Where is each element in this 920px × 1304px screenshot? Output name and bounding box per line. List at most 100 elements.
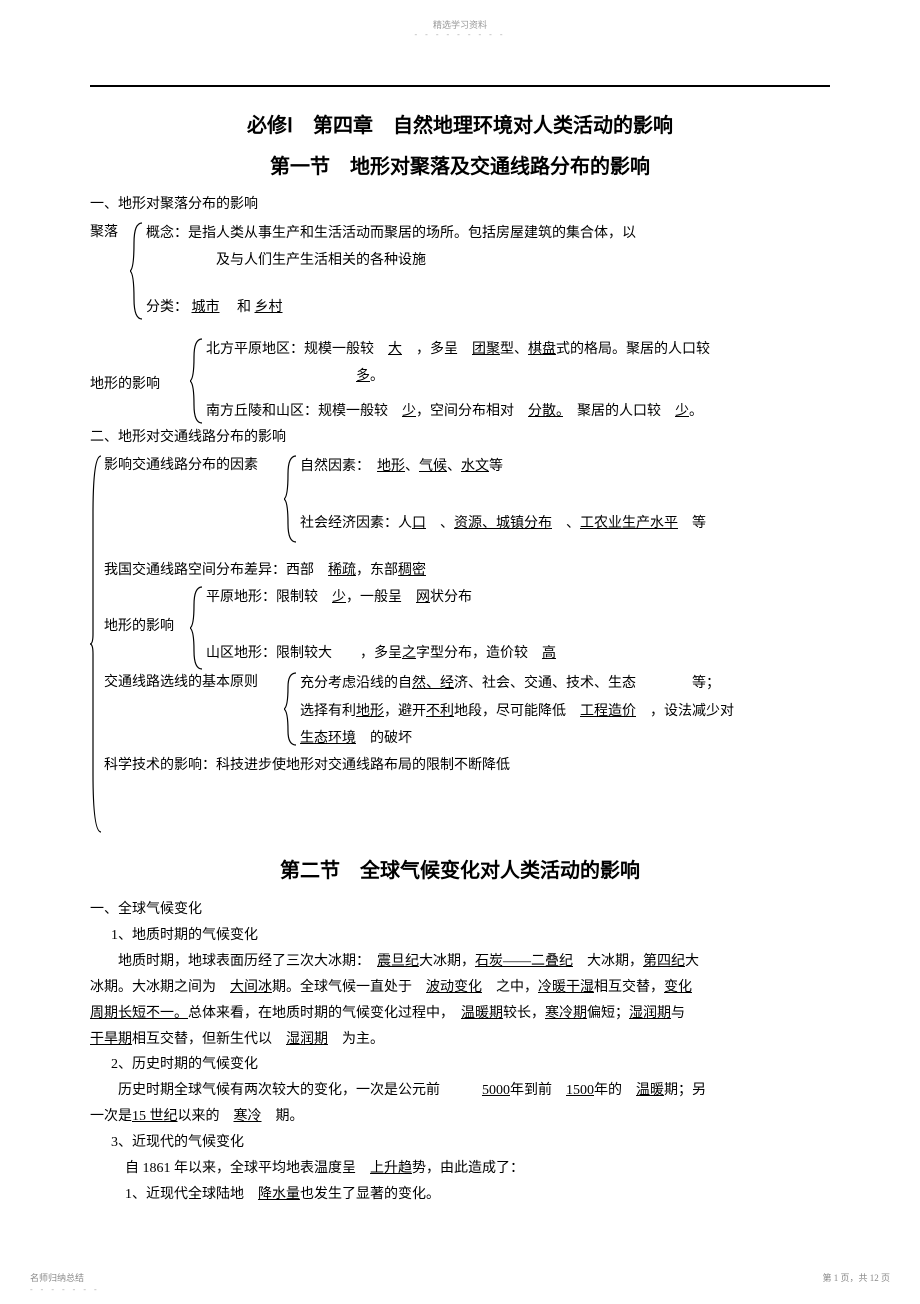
t: 、 — [447, 459, 461, 474]
heading-2: 二、地形对交通线路分布的影响 — [90, 426, 830, 446]
route-block: 交通线路选线的基本原则 充分考虑沿线的自然、经济、社会、交通、技术、生态 等； … — [104, 671, 830, 753]
section2-title: 第二节 全球气候变化对人类活动的影响 — [90, 854, 830, 883]
s2-p4: 干旱期相互交替，但新生代以 湿润期 为主。 — [90, 1027, 830, 1053]
t: 南方丘陵和山区：规模一般较 — [206, 404, 402, 419]
t: 总体来看，在地质时期的气候变化过程中， — [188, 1006, 461, 1021]
social-factors: 社会经济因素：人口 、资源、城镇分布 、工农业生产水平 等 — [300, 511, 830, 536]
u: 上升趋 — [370, 1161, 412, 1176]
dixing-label: 地形的影响 — [90, 373, 160, 393]
t: 年的 — [594, 1083, 636, 1098]
south-line: 南方丘陵和山区：规模一般较 少，空间分布相对 分散。 聚居的人口较 少。 — [206, 399, 830, 424]
s2-p7: 自 1861 年以来，全球平均地表温度呈 上升趋势，由此造成了： — [90, 1156, 830, 1182]
t: 、 — [552, 516, 580, 531]
u: 冷暖干湿 — [538, 980, 594, 995]
u: 1500 — [566, 1083, 594, 1098]
u: 网 — [416, 590, 430, 605]
u: 寒冷 — [234, 1109, 262, 1124]
u: 变化 — [664, 980, 692, 995]
brace-icon — [284, 671, 300, 747]
footer-right: 第 1 页，共 12 页 — [822, 1271, 890, 1284]
class-prefix: 分类： — [146, 300, 188, 315]
t: 相互交替，但新生代以 — [132, 1032, 286, 1047]
u: 湿润期 — [286, 1032, 328, 1047]
brace-icon — [190, 337, 206, 425]
t: 地质时期，地球表面历经了三次大冰期： — [118, 954, 377, 969]
s2-sub1: 1、地质时期的气候变化 — [90, 923, 830, 949]
mountain-line: 山区地形：限制较大 ，多呈之字型分布，造价较 高 — [206, 641, 830, 666]
t: 期。全球气候一直处于 — [272, 980, 426, 995]
t: ，多呈 — [402, 342, 472, 357]
juluo-label: 聚落 — [90, 221, 130, 241]
t: 与 — [671, 1006, 685, 1021]
t: ，空间分布相对 — [416, 404, 528, 419]
s2-p3: 周期长短不一。总体来看，在地质时期的气候变化过程中， 温暖期较长，寒冷期偏短；湿… — [90, 1001, 830, 1027]
u: 温暖 — [636, 1083, 664, 1098]
u: 少 — [402, 404, 416, 419]
t: 冰期。大冰期之间为 — [90, 980, 230, 995]
t: 充分考虑沿线的自 — [300, 676, 412, 691]
dixing2-label: 地形的影响 — [104, 615, 174, 635]
u: 地形 — [356, 704, 384, 719]
t: 自然因素： — [300, 459, 377, 474]
u: 大 — [388, 342, 402, 357]
u: 团聚 — [472, 342, 500, 357]
u: 工农业生产水平 — [580, 516, 678, 531]
u: 降水量 — [258, 1187, 300, 1202]
u: 周期长短不一。 — [90, 1006, 188, 1021]
t: 等 — [692, 516, 706, 531]
s2-h1: 一、全球气候变化 — [90, 897, 830, 923]
t: 偏短； — [587, 1006, 629, 1021]
t: 式的格局。聚居的人口较 — [556, 342, 710, 357]
s2-p6: 一次是15 世纪以来的 寒冷 期。 — [90, 1104, 830, 1130]
u: 寒冷期 — [545, 1006, 587, 1021]
brace-icon — [190, 585, 206, 671]
t: 等 — [489, 459, 503, 474]
t: 期；另 — [664, 1083, 706, 1098]
u: 干旱期 — [90, 1032, 132, 1047]
u: 高 — [542, 646, 556, 661]
traffic-master-block: 影响交通线路分布的因素 自然因素： 地形、气候、水文等 社会经济因素：人口 、资… — [90, 454, 830, 834]
u: 5000 — [482, 1083, 510, 1098]
t: 较长， — [503, 1006, 545, 1021]
u: 工程造价 — [580, 704, 636, 719]
u: 然、经 — [412, 676, 454, 691]
u: 大间冰 — [230, 980, 272, 995]
factors-block: 影响交通线路分布的因素 自然因素： 地形、气候、水文等 社会经济因素：人口 、资… — [104, 454, 830, 544]
s2-p8: 1、近现代全球陆地 降水量也发生了显著的变化。 — [90, 1182, 830, 1208]
u: 少 — [332, 590, 346, 605]
nature-factors: 自然因素： 地形、气候、水文等 — [300, 454, 830, 479]
s2-p2: 冰期。大冰期之间为 大间冰期。全球气候一直处于 波动变化 之中，冷暖干湿相互交替… — [90, 975, 830, 1001]
plain-line: 平原地形：限制较 少，一般呈 网状分布 — [206, 585, 830, 610]
s2-p5: 历史时期全球气候有两次较大的变化，一次是公元前 5000年到前 1500年的 温… — [90, 1078, 830, 1104]
t: 也发生了显著的变化。 — [300, 1187, 440, 1202]
u: 第四纪 — [643, 954, 685, 969]
u: 温暖期 — [461, 1006, 503, 1021]
t: 。 — [370, 369, 384, 384]
t: 地段，尽可能降低 — [454, 704, 580, 719]
china-line: 我国交通线路空间分布差异：西部 稀疏，东部稠密 — [104, 558, 830, 583]
section1-title: 第一节 地形对聚落及交通线路分布的影响 — [90, 150, 830, 179]
t: 。 — [689, 404, 703, 419]
t: 历史时期全球气候有两次较大的变化，一次是公元前 — [118, 1083, 482, 1098]
t: ，设法减少对 — [636, 704, 734, 719]
t: 大冰期， — [419, 954, 475, 969]
t: 期。 — [262, 1109, 304, 1124]
juluo-block: 聚落 概念：是指人类从事生产和生活活动而聚居的场所。包括房屋建筑的集合体，以 及… — [90, 221, 830, 323]
u: 棋盘 — [528, 342, 556, 357]
t: 、 — [426, 516, 454, 531]
route-l1: 充分考虑沿线的自然、经济、社会、交通、技术、生态 等； — [300, 671, 830, 696]
watermark-dots-top: - - - - - - - - - — [415, 30, 506, 39]
juluo-class: 分类： 城市 和 乡村 — [146, 295, 830, 320]
route-label: 交通线路选线的基本原则 — [104, 671, 284, 691]
s2-p1: 地质时期，地球表面历经了三次大冰期： 震旦纪大冰期，石炭——二叠纪 大冰期，第四… — [90, 949, 830, 975]
big-brace-icon — [90, 454, 104, 834]
u: 不利 — [426, 704, 454, 719]
u: 石炭——二叠纪 — [475, 954, 573, 969]
t: 以来的 — [178, 1109, 234, 1124]
t: 大 — [685, 954, 699, 969]
t: 聚居的人口较 — [563, 404, 675, 419]
juluo-concept-2: 及与人们生产生活相关的各种设施 — [146, 248, 830, 273]
u: 气候 — [419, 459, 447, 474]
t: 的破坏 — [356, 731, 412, 746]
t: 字型分布，造价较 — [416, 646, 542, 661]
